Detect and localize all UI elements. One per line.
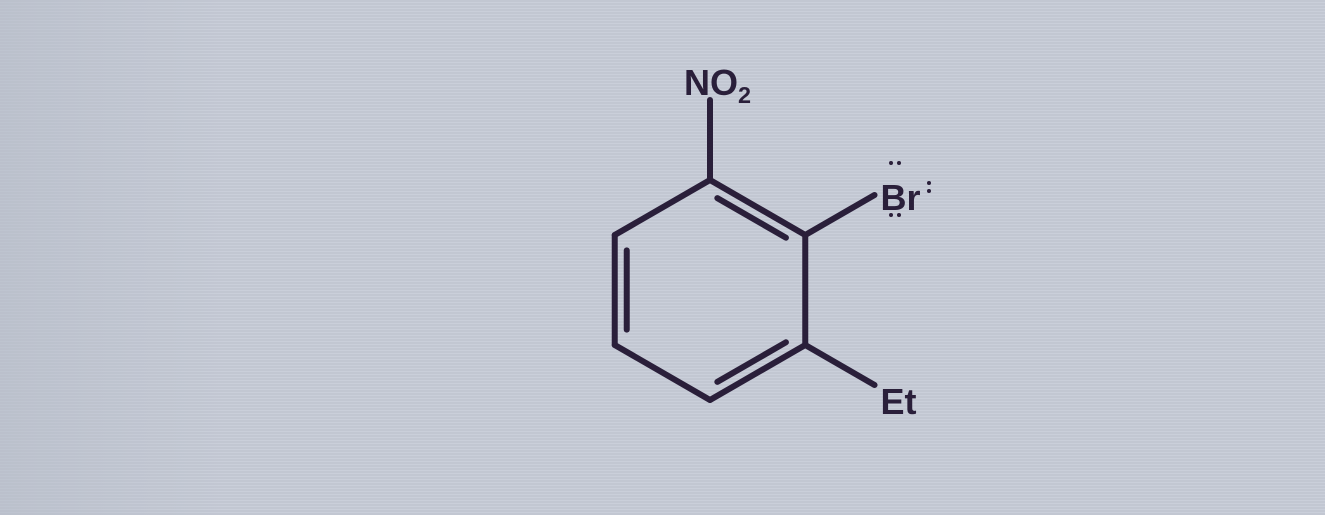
lone-pair-0: [889, 161, 901, 165]
lone-pair-2: [927, 181, 931, 193]
labels-no2-label: NO2: [684, 62, 751, 109]
labels-br-label: Br: [881, 177, 921, 219]
shadow-band: [0, 0, 230, 515]
labels-et-label: Et: [881, 381, 917, 423]
lone-pair-1: [889, 213, 901, 217]
molecule-diagram: NO2 Br Et: [520, 30, 940, 490]
